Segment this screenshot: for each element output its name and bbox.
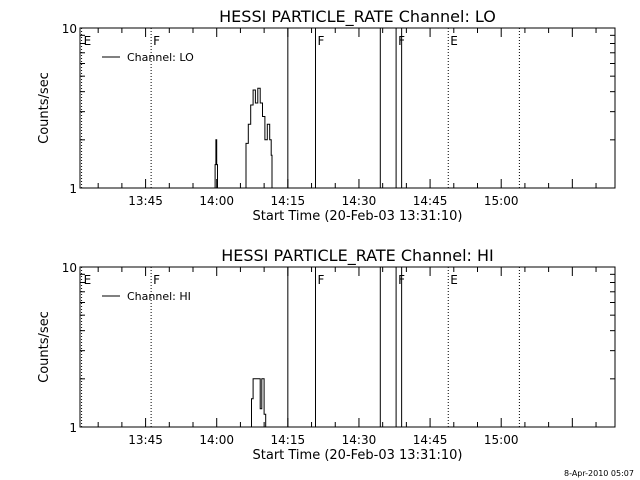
x-tick-label: 14:30 — [342, 433, 377, 447]
legend-label: Channel: HI — [127, 290, 191, 303]
x-tick-label: 14:30 — [342, 194, 377, 208]
flag-label: E — [450, 273, 458, 287]
flag-label: E — [84, 34, 92, 48]
y-tick-label: 1 — [69, 182, 77, 196]
flag-label: F — [153, 34, 160, 48]
flag-label: E — [84, 273, 92, 287]
y-tick-label: 10 — [62, 22, 77, 36]
y-axis-label: Counts/sec — [37, 72, 52, 144]
series-line — [80, 87, 615, 189]
flag-label: E — [450, 34, 458, 48]
x-tick-label: 14:00 — [199, 433, 234, 447]
x-tick-label: 14:45 — [413, 433, 448, 447]
flag-label: F — [317, 273, 324, 287]
x-tick-label: 14:45 — [413, 194, 448, 208]
x-tick-label: 15:00 — [484, 433, 519, 447]
flag-label: F — [317, 34, 324, 48]
y-tick-label: 1 — [69, 421, 77, 435]
flag-label: F — [153, 273, 160, 287]
legend-label: Channel: LO — [127, 51, 194, 64]
chart-panel-1: HESSI PARTICLE_RATE Channel: LO Start Tim… — [37, 7, 616, 224]
chart-title: HESSI PARTICLE_RATE Channel: HI — [221, 246, 494, 266]
x-axis-label: Start Time (20-Feb-03 13:31:10) — [253, 448, 463, 463]
chart-panel-2: HESSI PARTICLE_RATE Channel: HI Start Tim… — [37, 246, 616, 463]
x-tick-label: 15:00 — [484, 194, 519, 208]
y-axis-label: Counts/sec — [37, 311, 52, 383]
chart-title: HESSI PARTICLE_RATE Channel: LO — [219, 7, 496, 27]
x-tick-label: 13:45 — [128, 433, 163, 447]
y-tick-label: 10 — [62, 261, 77, 275]
footer-timestamp: 8-Apr-2010 05:07 — [564, 469, 634, 478]
x-tick-label: 14:00 — [199, 194, 234, 208]
x-tick-label: 13:45 — [128, 194, 163, 208]
x-axis-label: Start Time (20-Feb-03 13:31:10) — [253, 209, 463, 224]
series-line — [80, 378, 615, 428]
x-tick-label: 14:15 — [271, 433, 306, 447]
x-tick-label: 14:15 — [271, 194, 306, 208]
